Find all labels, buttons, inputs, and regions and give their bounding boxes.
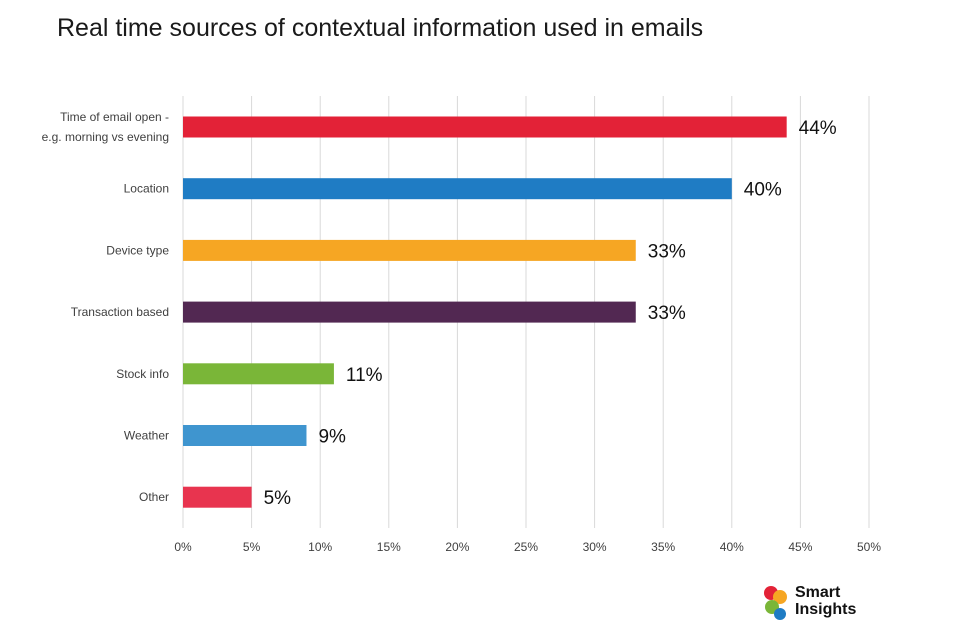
x-tick-label: 50% [857, 540, 881, 554]
chart-title: Real time sources of contextual informat… [57, 14, 704, 42]
x-tick-labels: 0% 5% 10% 15% 20% 25% 30% 35% 40% 45% 50% [174, 540, 881, 554]
category-labels: Time of email open -e.g. morning vs even… [42, 110, 170, 504]
value-labels: 44% 40% 33% 33% 11% 9% 5% [264, 118, 837, 509]
x-tick-label: 0% [174, 540, 192, 554]
logo-line-2: Insights [795, 601, 857, 618]
category-label: Other [139, 490, 169, 504]
bar [183, 301, 636, 323]
x-tick-label: 10% [308, 540, 332, 554]
category-label: Weather [124, 429, 169, 443]
value-label: 33% [648, 241, 686, 262]
bar [183, 116, 787, 138]
bar [183, 486, 252, 508]
bar [183, 178, 732, 200]
x-tick-label: 30% [583, 540, 607, 554]
x-tick-label: 15% [377, 540, 401, 554]
bar [183, 363, 334, 385]
logo-circle-blue [774, 608, 786, 620]
x-tick-label: 25% [514, 540, 538, 554]
value-label: 33% [648, 303, 686, 324]
value-label: 5% [264, 488, 292, 509]
value-label: 11% [346, 365, 383, 386]
logo-circle-orange [773, 590, 787, 604]
bars [183, 116, 787, 508]
x-tick-label: 35% [651, 540, 675, 554]
category-label: Time of email open -e.g. morning vs even… [42, 110, 169, 144]
bar [183, 425, 307, 446]
logo-mark-icon [764, 586, 787, 620]
category-label: Location [124, 182, 169, 196]
logo-text: Smart Insights [795, 584, 856, 618]
x-tick-label: 40% [720, 540, 744, 554]
x-tick-label: 45% [788, 540, 812, 554]
value-label: 44% [799, 118, 837, 139]
category-label: Transaction based [71, 305, 169, 319]
category-label: Device type [106, 243, 169, 257]
x-tick-label: 20% [445, 540, 469, 554]
category-label: Stock info [116, 367, 169, 381]
logo-line-1: Smart [795, 584, 841, 601]
value-label: 9% [318, 427, 346, 448]
x-tick-label: 5% [243, 540, 261, 554]
bar [183, 239, 636, 261]
smart-insights-logo [758, 583, 868, 623]
value-label: 40% [744, 180, 782, 201]
